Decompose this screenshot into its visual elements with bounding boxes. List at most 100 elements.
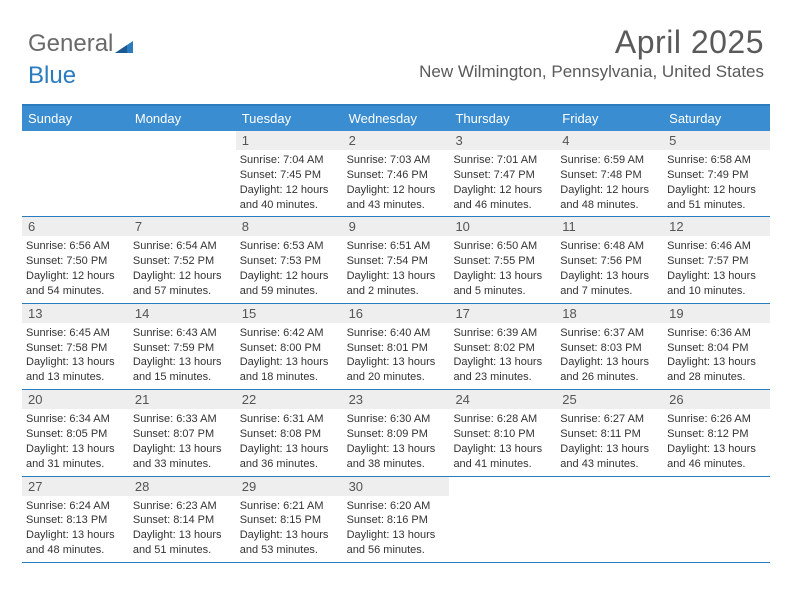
sunset-line: Sunset: 7:52 PM xyxy=(133,255,214,267)
day-body: Sunrise: 6:37 AMSunset: 8:03 PMDaylight:… xyxy=(556,323,663,389)
day-body: Sunrise: 6:43 AMSunset: 7:59 PMDaylight:… xyxy=(129,323,236,389)
sunset-line: Sunset: 8:09 PM xyxy=(347,428,428,440)
day-cell xyxy=(663,477,770,562)
day-number-empty xyxy=(129,131,236,151)
sunrise-line: Sunrise: 6:31 AM xyxy=(240,413,324,425)
daylight-line: Daylight: 13 hours and 33 minutes. xyxy=(133,443,222,470)
day-body: Sunrise: 6:20 AM Sunset: 8:16 PM Daylight:… xyxy=(343,496,450,562)
day-body: Sunrise: 6:56 AMSunset: 7:50 PMDaylight:… xyxy=(22,236,129,302)
day-body: Sunrise: 6:23 AMSunset: 8:14 PMDaylight:… xyxy=(129,496,236,562)
day-cell: 7Sunrise: 6:54 AMSunset: 7:52 PMDaylight… xyxy=(129,217,236,302)
day-cell: 20Sunrise: 6:34 AMSunset: 8:05 PMDayligh… xyxy=(22,390,129,475)
day-cell: 1Sunrise: 7:04 AMSunset: 7:45 PMDaylight… xyxy=(236,131,343,216)
day-body: Sunrise: 6:42 AMSunset: 8:00 PMDaylight:… xyxy=(236,323,343,389)
day-number: 27 xyxy=(22,477,129,496)
sunrise-line: Sunrise: 7:04 AM xyxy=(240,154,324,166)
day-cell: 2Sunrise: 7:03 AMSunset: 7:46 PMDaylight… xyxy=(343,131,450,216)
daylight-line: Daylight: 13 hours and 26 minutes. xyxy=(560,356,649,383)
day-body: Sunrise: 6:28 AMSunset: 8:10 PMDaylight:… xyxy=(449,409,556,475)
day-cell: 6Sunrise: 6:56 AMSunset: 7:50 PMDaylight… xyxy=(22,217,129,302)
day-cell: 28Sunrise: 6:23 AMSunset: 8:14 PMDayligh… xyxy=(129,477,236,562)
daylight-line: Daylight: 12 hours and 57 minutes. xyxy=(133,270,222,297)
day-body: Sunrise: 6:46 AMSunset: 7:57 PMDaylight:… xyxy=(663,236,770,302)
logo-part2: Blue xyxy=(28,62,76,89)
daylight-line: Daylight: 13 hours and 10 minutes. xyxy=(667,270,756,297)
day-body: Sunrise: 6:21 AM Sunset: 8:15 PM Daylight:… xyxy=(236,496,343,562)
sunrise-line: Sunrise: 6:20 AM xyxy=(347,500,431,512)
sunset-line: Sunset: 7:57 PM xyxy=(667,255,748,267)
sunset-line: Sunset: 8:11 PM xyxy=(560,428,641,440)
sunset-line: Sunset: 8:00 PM xyxy=(240,342,321,354)
sunset-line: Sunset: 8:16 PM xyxy=(347,514,428,526)
week-row: 20Sunrise: 6:34 AMSunset: 8:05 PMDayligh… xyxy=(22,390,770,476)
day-body: Sunrise: 6:59 AMSunset: 7:48 PMDaylight:… xyxy=(556,150,663,216)
sunset-line: Sunset: 8:07 PM xyxy=(133,428,214,440)
sunset-line: Sunset: 8:05 PM xyxy=(26,428,107,440)
day-number-empty xyxy=(22,131,129,151)
daylight-line: Daylight: 13 hours and 23 minutes. xyxy=(453,356,542,383)
day-cell: 15Sunrise: 6:42 AMSunset: 8:00 PMDayligh… xyxy=(236,304,343,389)
day-body: Sunrise: 7:03 AMSunset: 7:46 PMDaylight:… xyxy=(343,150,450,216)
day-cell xyxy=(22,131,129,216)
logo: General Blue xyxy=(28,30,135,90)
sunrise-line: Sunrise: 6:48 AM xyxy=(560,240,644,252)
daylight-line: Daylight: 13 hours and 53 minutes. xyxy=(240,529,329,556)
day-number: 11 xyxy=(556,217,663,236)
sunrise-line: Sunrise: 6:28 AM xyxy=(453,413,537,425)
daylight-line: Daylight: 12 hours and 40 minutes. xyxy=(240,184,329,211)
daylight-line: Daylight: 13 hours and 48 minutes. xyxy=(26,529,115,556)
daylight-line: Daylight: 13 hours and 43 minutes. xyxy=(560,443,649,470)
sunset-line: Sunset: 8:14 PM xyxy=(133,514,214,526)
day-cell: 14Sunrise: 6:43 AMSunset: 7:59 PMDayligh… xyxy=(129,304,236,389)
sunrise-line: Sunrise: 6:45 AM xyxy=(26,327,110,339)
day-number: 21 xyxy=(129,390,236,409)
day-body: Sunrise: 6:26 AMSunset: 8:12 PMDaylight:… xyxy=(663,409,770,475)
day-number: 28 xyxy=(129,477,236,496)
sunset-line: Sunset: 8:01 PM xyxy=(347,342,428,354)
day-cell: 13Sunrise: 6:45 AMSunset: 7:58 PMDayligh… xyxy=(22,304,129,389)
day-cell: 27Sunrise: 6:24 AMSunset: 8:13 PMDayligh… xyxy=(22,477,129,562)
sunrise-line: Sunrise: 6:21 AM xyxy=(240,500,324,512)
sunset-line: Sunset: 7:49 PM xyxy=(667,169,748,181)
day-body: Sunrise: 6:34 AMSunset: 8:05 PMDaylight:… xyxy=(22,409,129,475)
day-body: Sunrise: 6:36 AMSunset: 8:04 PMDaylight:… xyxy=(663,323,770,389)
day-cell xyxy=(449,477,556,562)
day-body: Sunrise: 6:45 AMSunset: 7:58 PMDaylight:… xyxy=(22,323,129,389)
day-cell: 10Sunrise: 6:50 AMSunset: 7:55 PMDayligh… xyxy=(449,217,556,302)
sunrise-line: Sunrise: 6:39 AM xyxy=(453,327,537,339)
daylight-line: Daylight: 12 hours and 59 minutes. xyxy=(240,270,329,297)
day-number: 14 xyxy=(129,304,236,323)
sunset-line: Sunset: 8:15 PM xyxy=(240,514,321,526)
sunrise-line: Sunrise: 6:42 AM xyxy=(240,327,324,339)
day-cell: 4Sunrise: 6:59 AMSunset: 7:48 PMDaylight… xyxy=(556,131,663,216)
sunrise-line: Sunrise: 6:24 AM xyxy=(26,500,110,512)
sunset-line: Sunset: 7:59 PM xyxy=(133,342,214,354)
sunrise-line: Sunrise: 6:58 AM xyxy=(667,154,751,166)
day-number: 25 xyxy=(556,390,663,409)
daylight-line: Daylight: 12 hours and 48 minutes. xyxy=(560,184,649,211)
day-number-empty xyxy=(556,477,663,497)
day-cell: 30Sunrise: 6:20 AMSunset: 8:16 PMDayligh… xyxy=(343,477,450,562)
day-cell: 22Sunrise: 6:31 AMSunset: 8:08 PMDayligh… xyxy=(236,390,343,475)
sunset-line: Sunset: 7:53 PM xyxy=(240,255,321,267)
day-cell: 18Sunrise: 6:37 AMSunset: 8:03 PMDayligh… xyxy=(556,304,663,389)
sunrise-line: Sunrise: 6:33 AM xyxy=(133,413,217,425)
day-number: 22 xyxy=(236,390,343,409)
day-number: 23 xyxy=(343,390,450,409)
day-number: 1 xyxy=(236,131,343,150)
day-number: 13 xyxy=(22,304,129,323)
sunset-line: Sunset: 7:54 PM xyxy=(347,255,428,267)
daylight-line: Daylight: 13 hours and 56 minutes. xyxy=(347,529,436,556)
day-cell: 17Sunrise: 6:39 AMSunset: 8:02 PMDayligh… xyxy=(449,304,556,389)
day-body: Sunrise: 6:27 AMSunset: 8:11 PMDaylight:… xyxy=(556,409,663,475)
sunrise-line: Sunrise: 6:40 AM xyxy=(347,327,431,339)
daylight-line: Daylight: 13 hours and 13 minutes. xyxy=(26,356,115,383)
sunset-line: Sunset: 8:04 PM xyxy=(667,342,748,354)
logo-triangle-icon xyxy=(115,34,135,62)
day-cell: 19Sunrise: 6:36 AMSunset: 8:04 PMDayligh… xyxy=(663,304,770,389)
sunrise-line: Sunrise: 6:53 AM xyxy=(240,240,324,252)
day-cell: 29Sunrise: 6:21 AMSunset: 8:15 PMDayligh… xyxy=(236,477,343,562)
day-cell: 9Sunrise: 6:51 AMSunset: 7:54 PMDaylight… xyxy=(343,217,450,302)
daylight-line: Daylight: 12 hours and 46 minutes. xyxy=(453,184,542,211)
day-body: Sunrise: 6:30 AMSunset: 8:09 PMDaylight:… xyxy=(343,409,450,475)
